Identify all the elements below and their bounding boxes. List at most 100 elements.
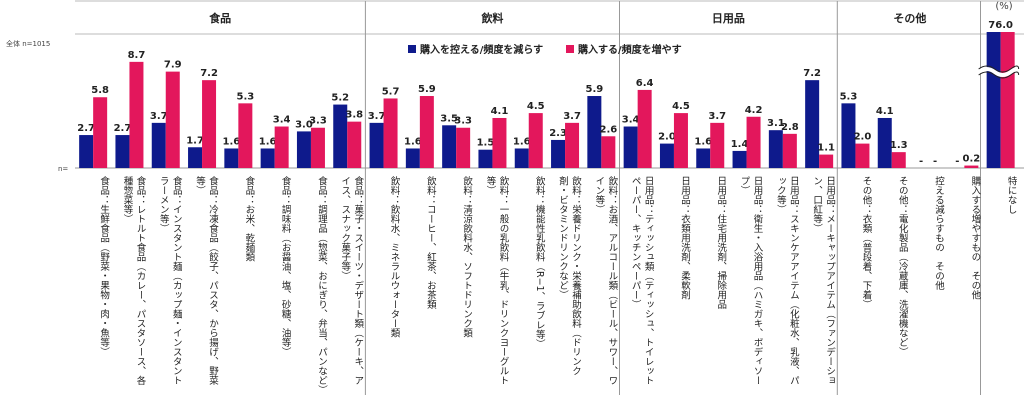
bar bbox=[528, 113, 543, 168]
data-label: 1.1 bbox=[817, 143, 835, 154]
x-tick-label: 控える減らすもの その他 bbox=[933, 176, 945, 290]
legend-swatch bbox=[408, 45, 416, 53]
data-label: 1.6 bbox=[513, 136, 531, 147]
bar bbox=[383, 98, 398, 168]
unit-label: (%) bbox=[995, 1, 1012, 12]
bar bbox=[224, 148, 239, 168]
bar bbox=[419, 96, 434, 168]
bar bbox=[565, 122, 580, 168]
x-tick-label: 食品：インスタント麺（カップ麺・インスタントラーメン等） bbox=[157, 176, 182, 385]
x-tick-label: その他：電化製品（冷蔵庫、洗濯機など） bbox=[896, 176, 908, 357]
x-tick-label: 飲料：飲料水、ミネラルウォーター類 bbox=[388, 176, 400, 338]
n-label: n= bbox=[58, 165, 68, 173]
x-tick-label: 日用品：ティッシュ類（ティッシュ、トイレットペーパー、キッチンペーパー） bbox=[629, 176, 654, 385]
data-label: 1.7 bbox=[186, 135, 204, 146]
x-tick-label: 日用品：メーキャップアイテム（ファンデーション、口紅等） bbox=[811, 176, 836, 385]
legend-label: 購入する/頻度を増やす bbox=[577, 43, 682, 56]
data-label: 3.5 bbox=[440, 113, 458, 124]
x-tick-label: 食品：レトルト食品（カレー、パスタソース、各種惣菜等） bbox=[121, 176, 146, 385]
data-label: 7.2 bbox=[803, 68, 821, 79]
bar bbox=[986, 32, 1001, 168]
bar bbox=[782, 133, 797, 168]
bar bbox=[260, 148, 275, 168]
x-tick-label: 飲料：コーヒー、紅茶、お茶類 bbox=[424, 176, 436, 309]
bar bbox=[673, 113, 688, 168]
data-label: 5.8 bbox=[91, 85, 109, 96]
data-label: 3.4 bbox=[622, 115, 640, 126]
bar bbox=[659, 143, 674, 168]
bar bbox=[805, 80, 820, 168]
data-label: 3.3 bbox=[454, 116, 472, 127]
bar bbox=[587, 96, 602, 168]
bar bbox=[514, 148, 529, 168]
bar bbox=[93, 97, 108, 168]
bar bbox=[696, 148, 711, 168]
bar bbox=[296, 131, 311, 168]
data-label: 4.2 bbox=[745, 105, 763, 116]
x-tick-label: 飲料：お酒、アルコール類（ビール、サワー、ワイン等） bbox=[593, 176, 618, 385]
data-label: 3.1 bbox=[767, 118, 785, 129]
data-label: 2.0 bbox=[658, 132, 676, 143]
data-label: 3.7 bbox=[368, 111, 386, 122]
data-label: - bbox=[933, 156, 937, 167]
data-label: 3.7 bbox=[708, 111, 726, 122]
data-label: 1.3 bbox=[890, 140, 908, 151]
data-label: 5.3 bbox=[236, 91, 254, 102]
data-label: 4.1 bbox=[491, 106, 509, 117]
bar bbox=[274, 126, 289, 168]
data-label: 1.6 bbox=[694, 136, 712, 147]
bar bbox=[405, 148, 420, 168]
bar bbox=[841, 103, 856, 168]
x-tick-label: 日用品：住宅用洗剤、掃除用品 bbox=[715, 176, 727, 309]
data-label: 3.7 bbox=[150, 111, 168, 122]
data-label: 5.3 bbox=[840, 91, 858, 102]
data-label: 1.6 bbox=[259, 136, 277, 147]
group-label: 日用品 bbox=[712, 12, 745, 25]
legend-label: 購入を控える/頻度を減らす bbox=[419, 43, 543, 56]
data-label: 5.2 bbox=[331, 93, 349, 104]
x-tick-label: 飲料：栄養ドリンク・栄養補助飲料（ドリンク剤・ビタミンドリンクなど） bbox=[557, 176, 582, 376]
bar bbox=[746, 116, 761, 168]
bar bbox=[442, 125, 457, 168]
bar bbox=[165, 71, 180, 168]
axis-break bbox=[978, 65, 1020, 73]
x-tick-label: 食品：調理品（惣菜、おにぎり、弁当、パンなど） bbox=[315, 176, 327, 394]
x-tick-label: 日用品：衣類用洗剤、柔軟剤 bbox=[678, 176, 690, 300]
x-tick-label: 日用品：スキンケアアイテム（化粧水、乳液、パック等） bbox=[774, 176, 799, 385]
data-label: 5.9 bbox=[585, 84, 603, 95]
bar bbox=[238, 103, 253, 168]
bar bbox=[964, 165, 979, 168]
data-label: - bbox=[919, 156, 923, 167]
data-label: 3.0 bbox=[295, 119, 313, 130]
data-label: 5.7 bbox=[382, 86, 400, 97]
data-label: 3.8 bbox=[345, 110, 363, 121]
data-label: 8.7 bbox=[128, 50, 146, 61]
x-tick-label: 特になし bbox=[1005, 176, 1017, 214]
data-label: - bbox=[955, 156, 959, 167]
x-tick-label: 飲料：機能性乳飲料（R−1、ラブレ等） bbox=[533, 176, 545, 349]
bar bbox=[877, 117, 892, 168]
data-label: 5.9 bbox=[418, 84, 436, 95]
x-tick-label: その他：衣類（普段着、下着） bbox=[860, 176, 872, 309]
data-label: 3.7 bbox=[563, 111, 581, 122]
data-label: 2.8 bbox=[781, 122, 799, 133]
bar bbox=[492, 117, 507, 168]
data-label: 2.7 bbox=[114, 123, 132, 134]
data-label: 4.5 bbox=[672, 101, 690, 112]
data-label: 2.3 bbox=[549, 128, 567, 139]
bar bbox=[478, 149, 493, 168]
group-label: 飲料 bbox=[480, 11, 503, 25]
bar bbox=[79, 135, 94, 168]
bar bbox=[115, 135, 130, 168]
bar bbox=[1000, 32, 1015, 168]
x-tick-label: 食品：菓子・スイーツ・デザート類（ケーキ、アイス、スナック菓子等） bbox=[339, 176, 364, 385]
data-label: 3.4 bbox=[273, 115, 291, 126]
bar bbox=[732, 150, 747, 168]
bar bbox=[768, 130, 783, 168]
x-tick-label: 食品：冷凍食品（餃子、パスタ、から揚げ、野菜等） bbox=[194, 176, 219, 385]
bar bbox=[623, 126, 638, 168]
x-tick-label: 日用品：衛生・入浴用品（ハミガキ、ボディソープ） bbox=[738, 176, 763, 385]
bar bbox=[333, 104, 348, 168]
data-label: 4.1 bbox=[876, 106, 894, 117]
